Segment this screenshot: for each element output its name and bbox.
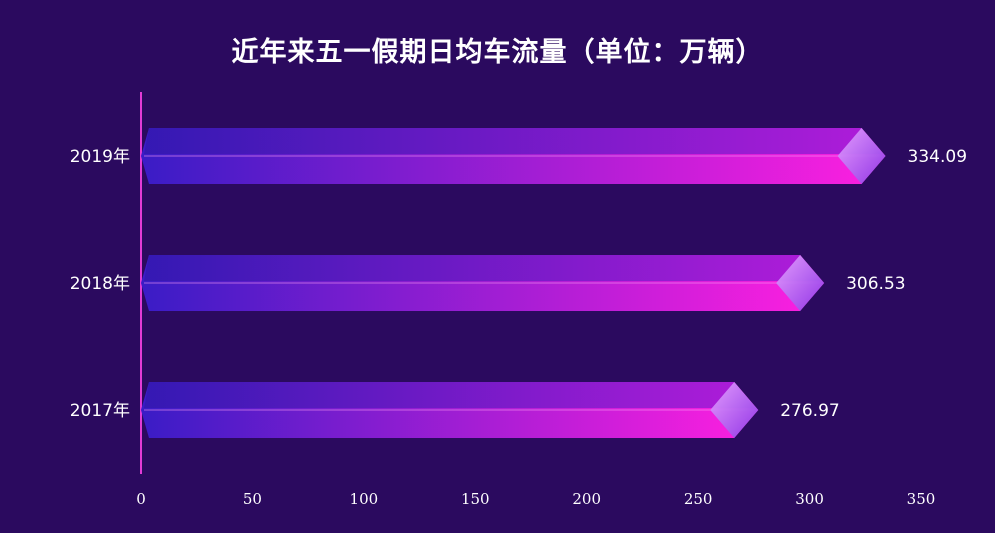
y-tick-label: 2019年 bbox=[70, 147, 130, 167]
x-tick-label: 50 bbox=[243, 490, 262, 508]
y-tick-label: 2018年 bbox=[70, 274, 130, 294]
data-label: 306.53 bbox=[846, 274, 905, 294]
x-tick-label: 100 bbox=[350, 490, 379, 508]
data-label: 276.97 bbox=[780, 401, 839, 421]
x-tick-label: 0 bbox=[136, 490, 146, 508]
bar-end-cap bbox=[837, 128, 886, 184]
y-tick-label: 2017年 bbox=[70, 401, 130, 421]
x-tick-label: 250 bbox=[684, 490, 713, 508]
x-tick-label: 150 bbox=[461, 490, 490, 508]
data-label: 334.09 bbox=[908, 147, 967, 167]
x-tick-label: 200 bbox=[572, 490, 601, 508]
bar-top-face bbox=[144, 255, 821, 281]
x-tick-label: 350 bbox=[907, 490, 936, 508]
bar-end-cap bbox=[776, 255, 825, 311]
chart-title: 近年来五一假期日均车流量（单位：万辆） bbox=[231, 37, 764, 68]
bar-top-face bbox=[144, 128, 882, 154]
bar-end-cap bbox=[710, 382, 759, 438]
bar-top-face bbox=[144, 382, 755, 408]
x-tick-label: 300 bbox=[795, 490, 824, 508]
